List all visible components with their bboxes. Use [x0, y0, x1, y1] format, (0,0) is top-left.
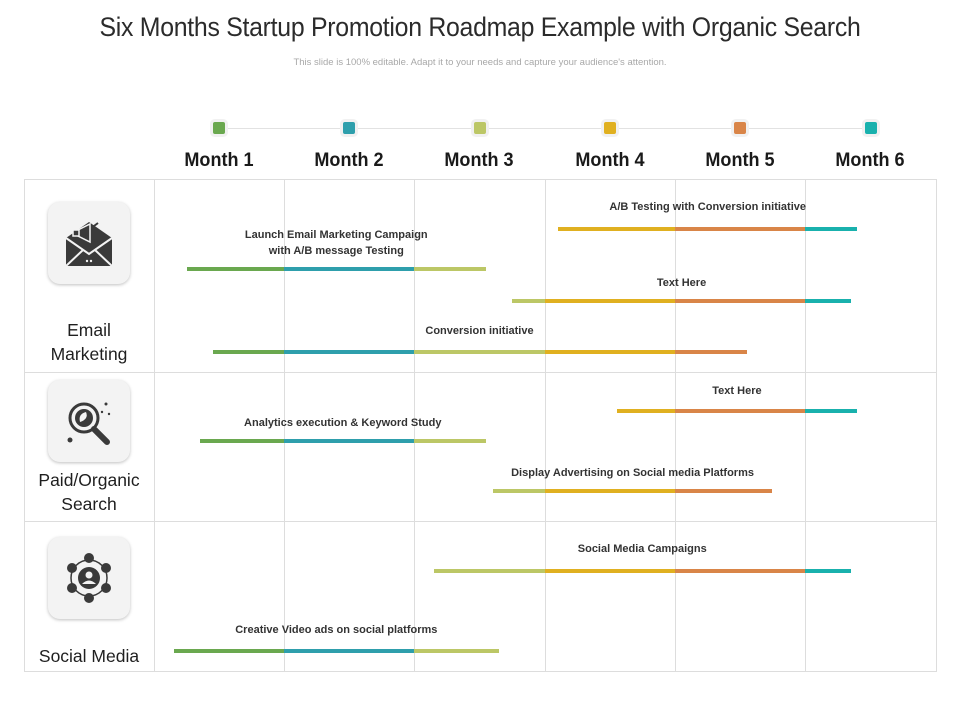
category-email-marketing: Email Marketing	[50, 320, 128, 364]
task-bar-segment	[544, 489, 675, 493]
task-bar-segment	[414, 649, 500, 653]
task-label: Analytics execution & Keyword Study	[244, 417, 442, 429]
month-2-label: Month 2	[314, 150, 384, 171]
task-bar	[512, 299, 851, 303]
task-label: Display Advertising on Social media Plat…	[511, 467, 754, 479]
social-media-icon-box	[48, 537, 130, 619]
month-6-dot	[865, 122, 877, 134]
task-bar-segment	[186, 267, 284, 271]
month-6-label: Month 6	[835, 150, 905, 171]
task-bar-segment	[545, 299, 675, 303]
task-bar	[173, 649, 500, 653]
task-bar-segment	[805, 409, 858, 413]
task-bar-segment	[544, 569, 675, 573]
task-bar	[186, 267, 487, 271]
task-label: Conversion initiative	[425, 325, 534, 337]
magnifier-leaf-icon	[67, 402, 111, 445]
task-bar-segment	[284, 439, 414, 443]
month-1-dot	[213, 122, 225, 134]
timeline-connector	[219, 128, 871, 129]
task-label: A/B Testing with Conversion initiative	[609, 201, 806, 213]
task-label: Text Here	[712, 385, 762, 397]
month-5-dot	[734, 122, 746, 134]
task-bar-segment	[804, 569, 851, 573]
task-bar-segment	[545, 350, 675, 354]
paid-organic-search-icon-box	[48, 380, 130, 462]
month-3-dot	[474, 122, 486, 134]
month-4-label: Month 4	[575, 150, 645, 171]
task-bar-segment	[512, 299, 545, 303]
task-bar-segment	[675, 350, 747, 354]
task-bar-segment	[675, 409, 805, 413]
task-bar-segment	[675, 299, 805, 303]
page-subtitle: This slide is 100% editable. Adapt it to…	[293, 57, 667, 68]
task-bar-segment	[558, 227, 675, 231]
task-bar	[433, 569, 851, 573]
month-3-label: Month 3	[444, 150, 514, 171]
month-4-dot	[604, 122, 616, 134]
task-bar-segment	[616, 409, 675, 413]
month-1-label: Month 1	[184, 150, 254, 171]
task-bar-segment	[674, 569, 805, 573]
task-bar-segment	[212, 350, 284, 354]
month-5-label: Month 5	[705, 150, 775, 171]
task-bar-segment	[284, 350, 414, 354]
task-label: Creative Video ads on social platforms	[235, 624, 438, 636]
task-bar-segment	[173, 649, 284, 653]
task-bar-segment	[675, 227, 805, 231]
task-bar-segment	[284, 267, 414, 271]
email-marketing-icon-box	[48, 202, 130, 284]
category-paid-organic-search: Paid/Organic Search	[38, 470, 140, 514]
task-bar-segment	[674, 489, 773, 493]
task-bar-segment	[492, 489, 545, 493]
task-bar-segment	[414, 267, 487, 271]
task-bar	[199, 439, 487, 443]
page-title: Six Months Startup Promotion Roadmap Exa…	[99, 12, 861, 42]
task-bar-segment	[284, 649, 414, 653]
task-bar	[212, 350, 747, 354]
task-bar-segment	[805, 299, 851, 303]
task-bar-segment	[433, 569, 545, 573]
category-social-media: Social Media	[38, 646, 140, 666]
task-bar	[492, 489, 773, 493]
task-bar-segment	[199, 439, 284, 443]
task-bar	[558, 227, 858, 231]
megaphone-envelope-icon	[65, 222, 113, 267]
task-label: Launch Email Marketing Campaign with A/B…	[244, 229, 428, 257]
social-network-icon	[67, 553, 111, 603]
task-bar-segment	[414, 350, 545, 354]
task-bar	[616, 409, 858, 413]
task-label: Social Media Campaigns	[577, 543, 707, 555]
task-label: Text Here	[656, 277, 707, 289]
task-bar-segment	[805, 227, 858, 231]
month-2-dot	[343, 122, 355, 134]
task-bar-segment	[414, 439, 487, 443]
